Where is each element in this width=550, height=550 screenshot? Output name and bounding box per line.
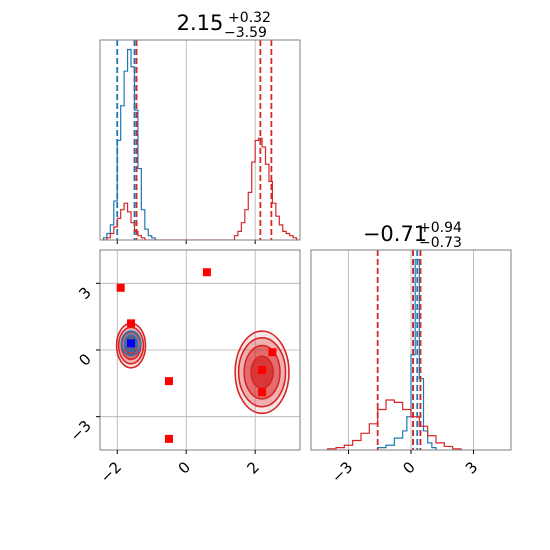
hist-param1-title: 2.15 [177,11,224,35]
hist-param1-panel: 2.15 +0.32 −3.59 [99,10,301,244]
hist-param2-plot [327,250,462,450]
joint-marker-1-0 [127,339,136,348]
hist-param1-title-minus: −3.59 [224,25,267,41]
joint-xtick-label: 2 [244,458,263,477]
joint-panel: −2 0 2 −3 0 3 [66,249,301,486]
hist-param2-series-1-step [327,399,462,450]
joint-xtick-label: −2 [97,458,125,486]
joint-ytick-label: 3 [75,283,94,302]
hist-param2-xtick-label: −3 [328,458,356,486]
hist-param1-plot [102,40,300,240]
hist-param1-title-plus: +0.32 [228,10,271,26]
joint-x-axis: −2 0 2 [97,450,263,486]
hist-param2-xtick-label: 3 [462,458,481,477]
joint-marker-0-8 [258,388,267,397]
hist-param2-panel: −0.71 +0.94 −0.73 −3 0 3 [310,220,512,486]
hist-param2-title: −0.71 [363,222,427,246]
joint-marker-0-4 [164,377,173,386]
joint-marker-0-1 [202,268,211,277]
hist-param2-xtick-label: 0 [399,458,418,477]
hist-param2-title-minus: −0.73 [419,235,462,251]
joint-marker-0-6 [268,348,277,357]
joint-plot [115,268,290,443]
hist-param2-x-axis: −3 0 3 [328,450,481,486]
hist-param1-series-1-step [103,137,300,240]
joint-ytick-label: 0 [75,350,94,369]
joint-y-axis: −3 0 3 [66,282,100,445]
joint-marker-0-7 [258,366,267,374]
joint-xtick-label: 0 [175,458,194,477]
hist-param2-title-plus: +0.94 [419,220,462,236]
joint-marker-0-0 [116,283,125,292]
joint-marker-0-5 [164,434,173,443]
hist-param1-series-0-step [102,48,156,240]
joint-marker-0-2 [127,319,136,328]
joint-ytick-label: −3 [66,417,94,445]
